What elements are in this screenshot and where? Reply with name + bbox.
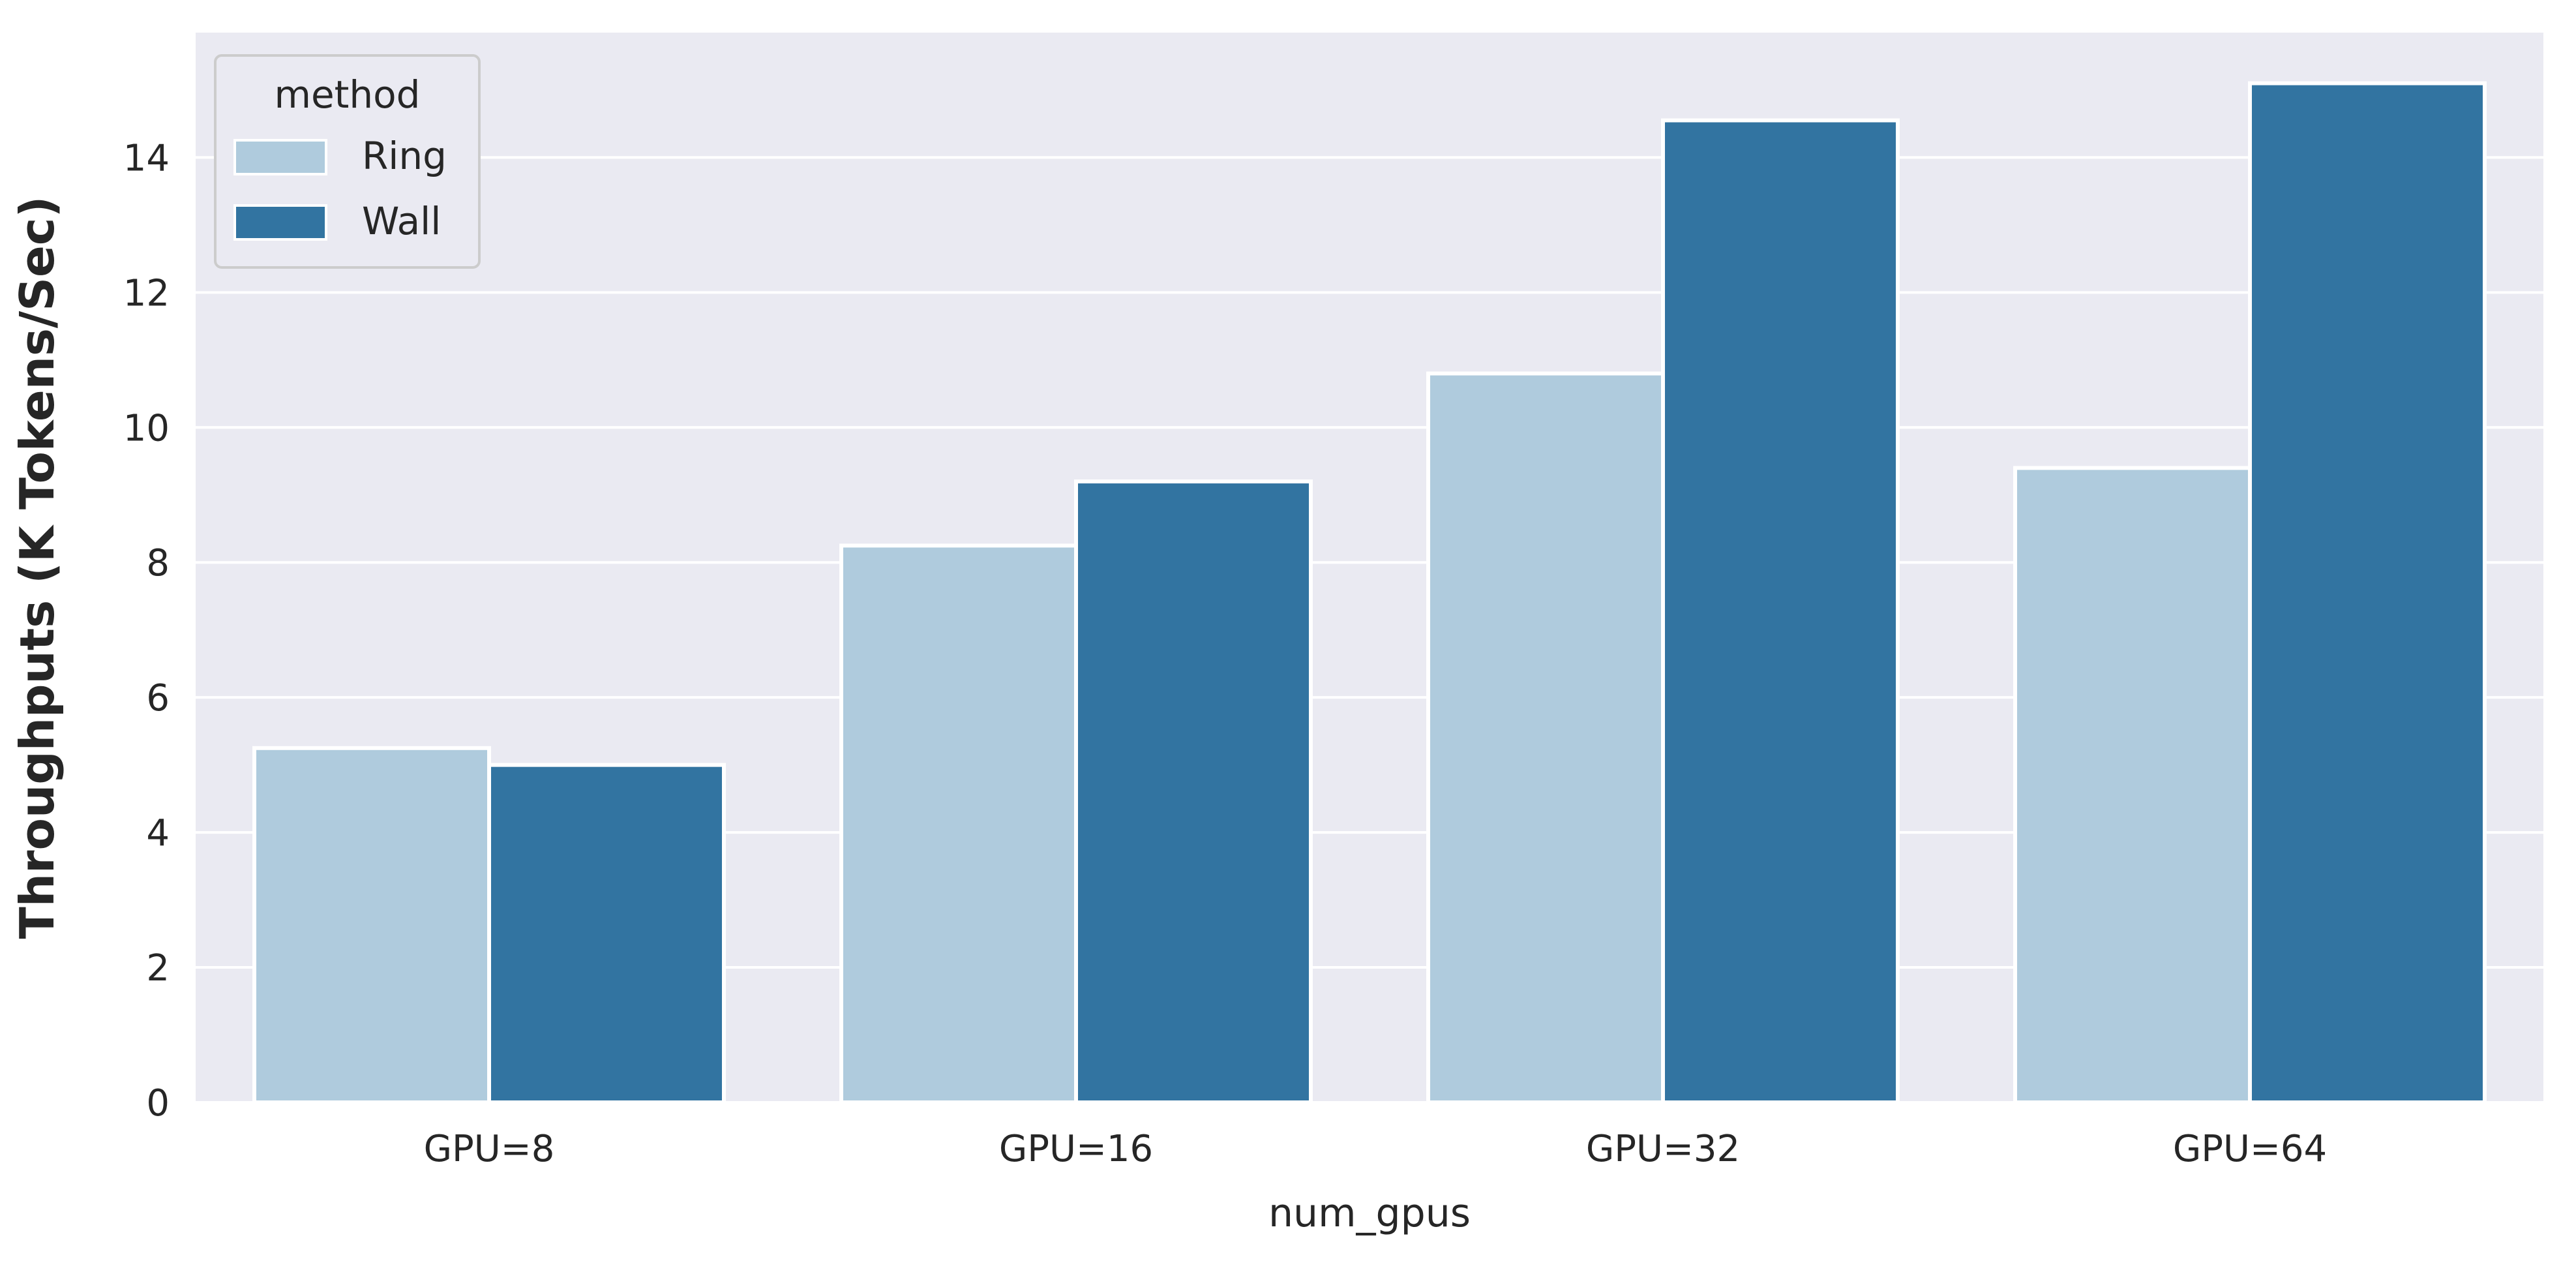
x-tick-label: GPU=8 [424, 1128, 555, 1170]
y-tick-label: 4 [146, 812, 170, 855]
legend-swatch-ring [233, 139, 327, 175]
y-tick-label: 6 [146, 677, 170, 719]
y-tick-label: 8 [146, 542, 170, 584]
legend-label-wall: Wall [362, 199, 441, 243]
x-tick-label: GPU=64 [2173, 1128, 2327, 1170]
legend-items: Ring Wall [233, 134, 447, 243]
y-tick-label: 10 [123, 407, 170, 449]
y-axis-label: Throughputs (K Tokens/Sec) [10, 196, 65, 939]
bar-ring-2 [1426, 371, 1665, 1104]
legend-label-ring: Ring [362, 134, 447, 178]
bar-wall-2 [1661, 118, 1900, 1105]
bar-wall-1 [1074, 479, 1313, 1104]
y-tick-label: 0 [146, 1082, 170, 1125]
y-tick-label: 12 [123, 272, 170, 314]
legend-title: method [275, 72, 421, 117]
y-tick-label: 14 [123, 137, 170, 179]
y-tick-label: 2 [146, 947, 170, 990]
legend: method Ring Wall [214, 54, 481, 269]
x-axis-label: num_gpus [1268, 1190, 1471, 1236]
x-tick-labels: GPU=8 GPU=16 GPU=32 GPU=64 [424, 1128, 2328, 1170]
bar-ring-0 [252, 746, 491, 1104]
bar-wall-0 [487, 763, 726, 1105]
x-tick-label: GPU=32 [1586, 1128, 1740, 1170]
y-tick-labels: 0 2 4 6 8 10 12 14 [123, 137, 170, 1125]
bars [252, 81, 2487, 1105]
bar-ring-3 [2013, 466, 2252, 1104]
x-tick-label: GPU=16 [999, 1128, 1153, 1170]
bar-ring-1 [839, 543, 1078, 1104]
legend-swatch-wall [233, 204, 327, 241]
bar-wall-3 [2248, 81, 2487, 1104]
